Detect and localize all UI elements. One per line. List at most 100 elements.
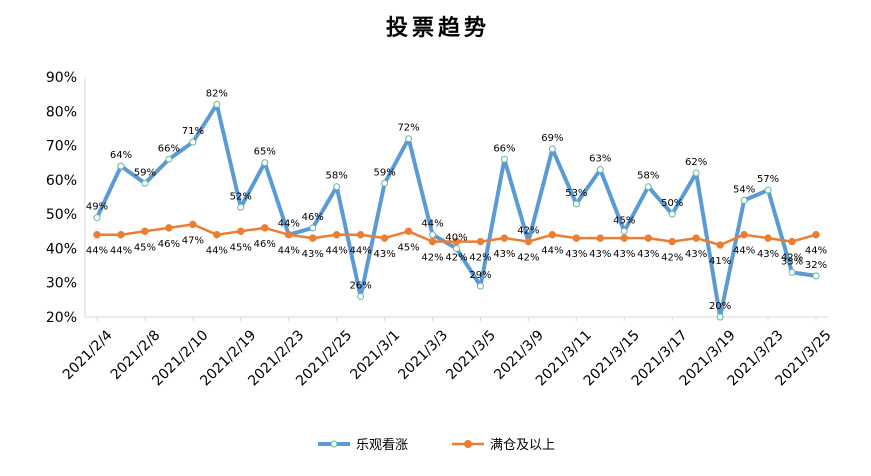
- data-label-bullish: 29%: [469, 270, 491, 281]
- data-label-full-position: 43%: [302, 249, 324, 260]
- axes: [84, 77, 828, 318]
- series-line-bullish: [95, 102, 817, 319]
- point-full-position: [117, 230, 125, 239]
- point-full-position: [596, 234, 605, 242]
- point-full-position: [764, 234, 772, 242]
- data-label-bullish: 26%: [350, 280, 372, 291]
- data-label-full-position: 43%: [757, 249, 779, 260]
- data-label-full-position: 43%: [685, 249, 707, 260]
- data-label-full-position: 42%: [421, 253, 443, 264]
- data-label-full-position: 44%: [805, 246, 827, 257]
- legend-marker-full-position: [464, 440, 472, 448]
- point-full-position: [500, 234, 509, 242]
- data-label-full-position: 44%: [541, 246, 563, 257]
- point-bullish: [405, 135, 413, 143]
- data-label-full-position: 43%: [589, 249, 611, 260]
- point-bullish: [333, 183, 341, 191]
- point-bullish: [141, 179, 149, 187]
- data-label-bullish: 58%: [637, 171, 659, 182]
- point-full-position: [812, 230, 820, 239]
- point-full-position: [93, 230, 101, 239]
- legend-label-bullish: 乐观看涨: [356, 437, 408, 453]
- point-full-position: [692, 234, 700, 242]
- point-full-position: [284, 230, 293, 239]
- x-tick-label: 2021/2/4: [60, 327, 116, 383]
- data-label-bullish: 66%: [493, 143, 515, 154]
- data-label-full-position: 45%: [134, 242, 156, 253]
- point-bullish: [213, 100, 221, 108]
- point-full-position: [213, 230, 221, 239]
- data-label-full-position: 43%: [565, 249, 587, 260]
- data-label-bullish: 71%: [182, 126, 204, 137]
- point-full-position: [644, 234, 652, 242]
- point-bullish: [548, 145, 556, 153]
- data-label-bullish: 40%: [445, 232, 467, 243]
- point-bullish: [165, 155, 173, 163]
- point-full-position: [452, 237, 461, 246]
- data-label-full-position: 43%: [373, 249, 395, 260]
- point-bullish: [357, 292, 365, 300]
- point-bullish: [500, 155, 508, 163]
- data-label-bullish: 52%: [230, 191, 252, 202]
- data-label-full-position: 42%: [469, 253, 491, 264]
- data-label-bullish: 59%: [134, 167, 156, 178]
- data-label-bullish: 33%: [781, 256, 803, 267]
- data-label-full-position: 45%: [230, 242, 252, 253]
- point-bullish: [93, 214, 101, 222]
- y-tick-label: 50%: [46, 207, 77, 223]
- point-bullish: [644, 183, 652, 191]
- point-full-position: [141, 227, 149, 236]
- data-label-full-position: 44%: [278, 246, 300, 257]
- point-bullish: [189, 138, 197, 146]
- data-label-bullish: 82%: [206, 88, 228, 99]
- point-bullish: [309, 224, 317, 232]
- series-layer: [93, 100, 820, 321]
- point-full-position: [356, 230, 365, 239]
- point-bullish: [668, 210, 676, 218]
- point-bullish: [788, 268, 796, 276]
- data-label-bullish: 50%: [661, 198, 683, 209]
- point-full-position: [380, 234, 389, 242]
- data-label-bullish: 57%: [757, 174, 779, 185]
- point-full-position: [404, 227, 413, 236]
- point-full-position: [332, 230, 341, 239]
- point-bullish: [572, 200, 580, 208]
- data-label-full-position: 42%: [517, 253, 539, 264]
- y-tick-label: 60%: [46, 173, 77, 189]
- data-label-bullish: 63%: [589, 154, 611, 165]
- point-bullish: [692, 169, 700, 177]
- point-full-position: [548, 230, 557, 239]
- y-tick-label: 70%: [46, 139, 77, 155]
- data-label-full-position: 42%: [661, 253, 683, 264]
- point-bullish: [261, 159, 269, 167]
- data-label-full-position: 45%: [397, 242, 419, 253]
- point-full-position: [572, 234, 581, 242]
- point-bullish: [764, 186, 772, 194]
- y-tick-label: 90%: [46, 70, 77, 86]
- data-label-bullish: 59%: [373, 167, 395, 178]
- data-label-full-position: 44%: [326, 246, 348, 257]
- point-full-position: [524, 237, 533, 246]
- x-tick-label: 2021/3/5: [443, 327, 499, 383]
- data-label-bullish: 49%: [86, 202, 108, 213]
- y-tick-label: 30%: [46, 276, 77, 292]
- data-labels-layer: 49%64%59%66%71%82%52%65%44%46%58%26%59%7…: [86, 88, 827, 312]
- point-bullish: [117, 162, 125, 170]
- data-label-bullish: 32%: [805, 260, 827, 271]
- data-label-bullish: 20%: [709, 301, 731, 312]
- x-tick-label: 2021/3/3: [395, 327, 451, 383]
- data-label-bullish: 58%: [326, 171, 348, 182]
- data-label-full-position: 42%: [445, 253, 467, 264]
- data-label-bullish: 42%: [517, 226, 539, 237]
- data-label-bullish: 54%: [733, 184, 755, 195]
- data-label-full-position: 44%: [350, 246, 372, 257]
- y-tick-label: 80%: [46, 104, 77, 120]
- data-label-bullish: 66%: [158, 143, 180, 154]
- data-label-bullish: 72%: [397, 123, 419, 134]
- data-label-bullish: 44%: [278, 219, 300, 230]
- data-label-bullish: 64%: [110, 150, 132, 161]
- data-label-bullish: 45%: [613, 215, 635, 226]
- point-full-position: [740, 230, 748, 239]
